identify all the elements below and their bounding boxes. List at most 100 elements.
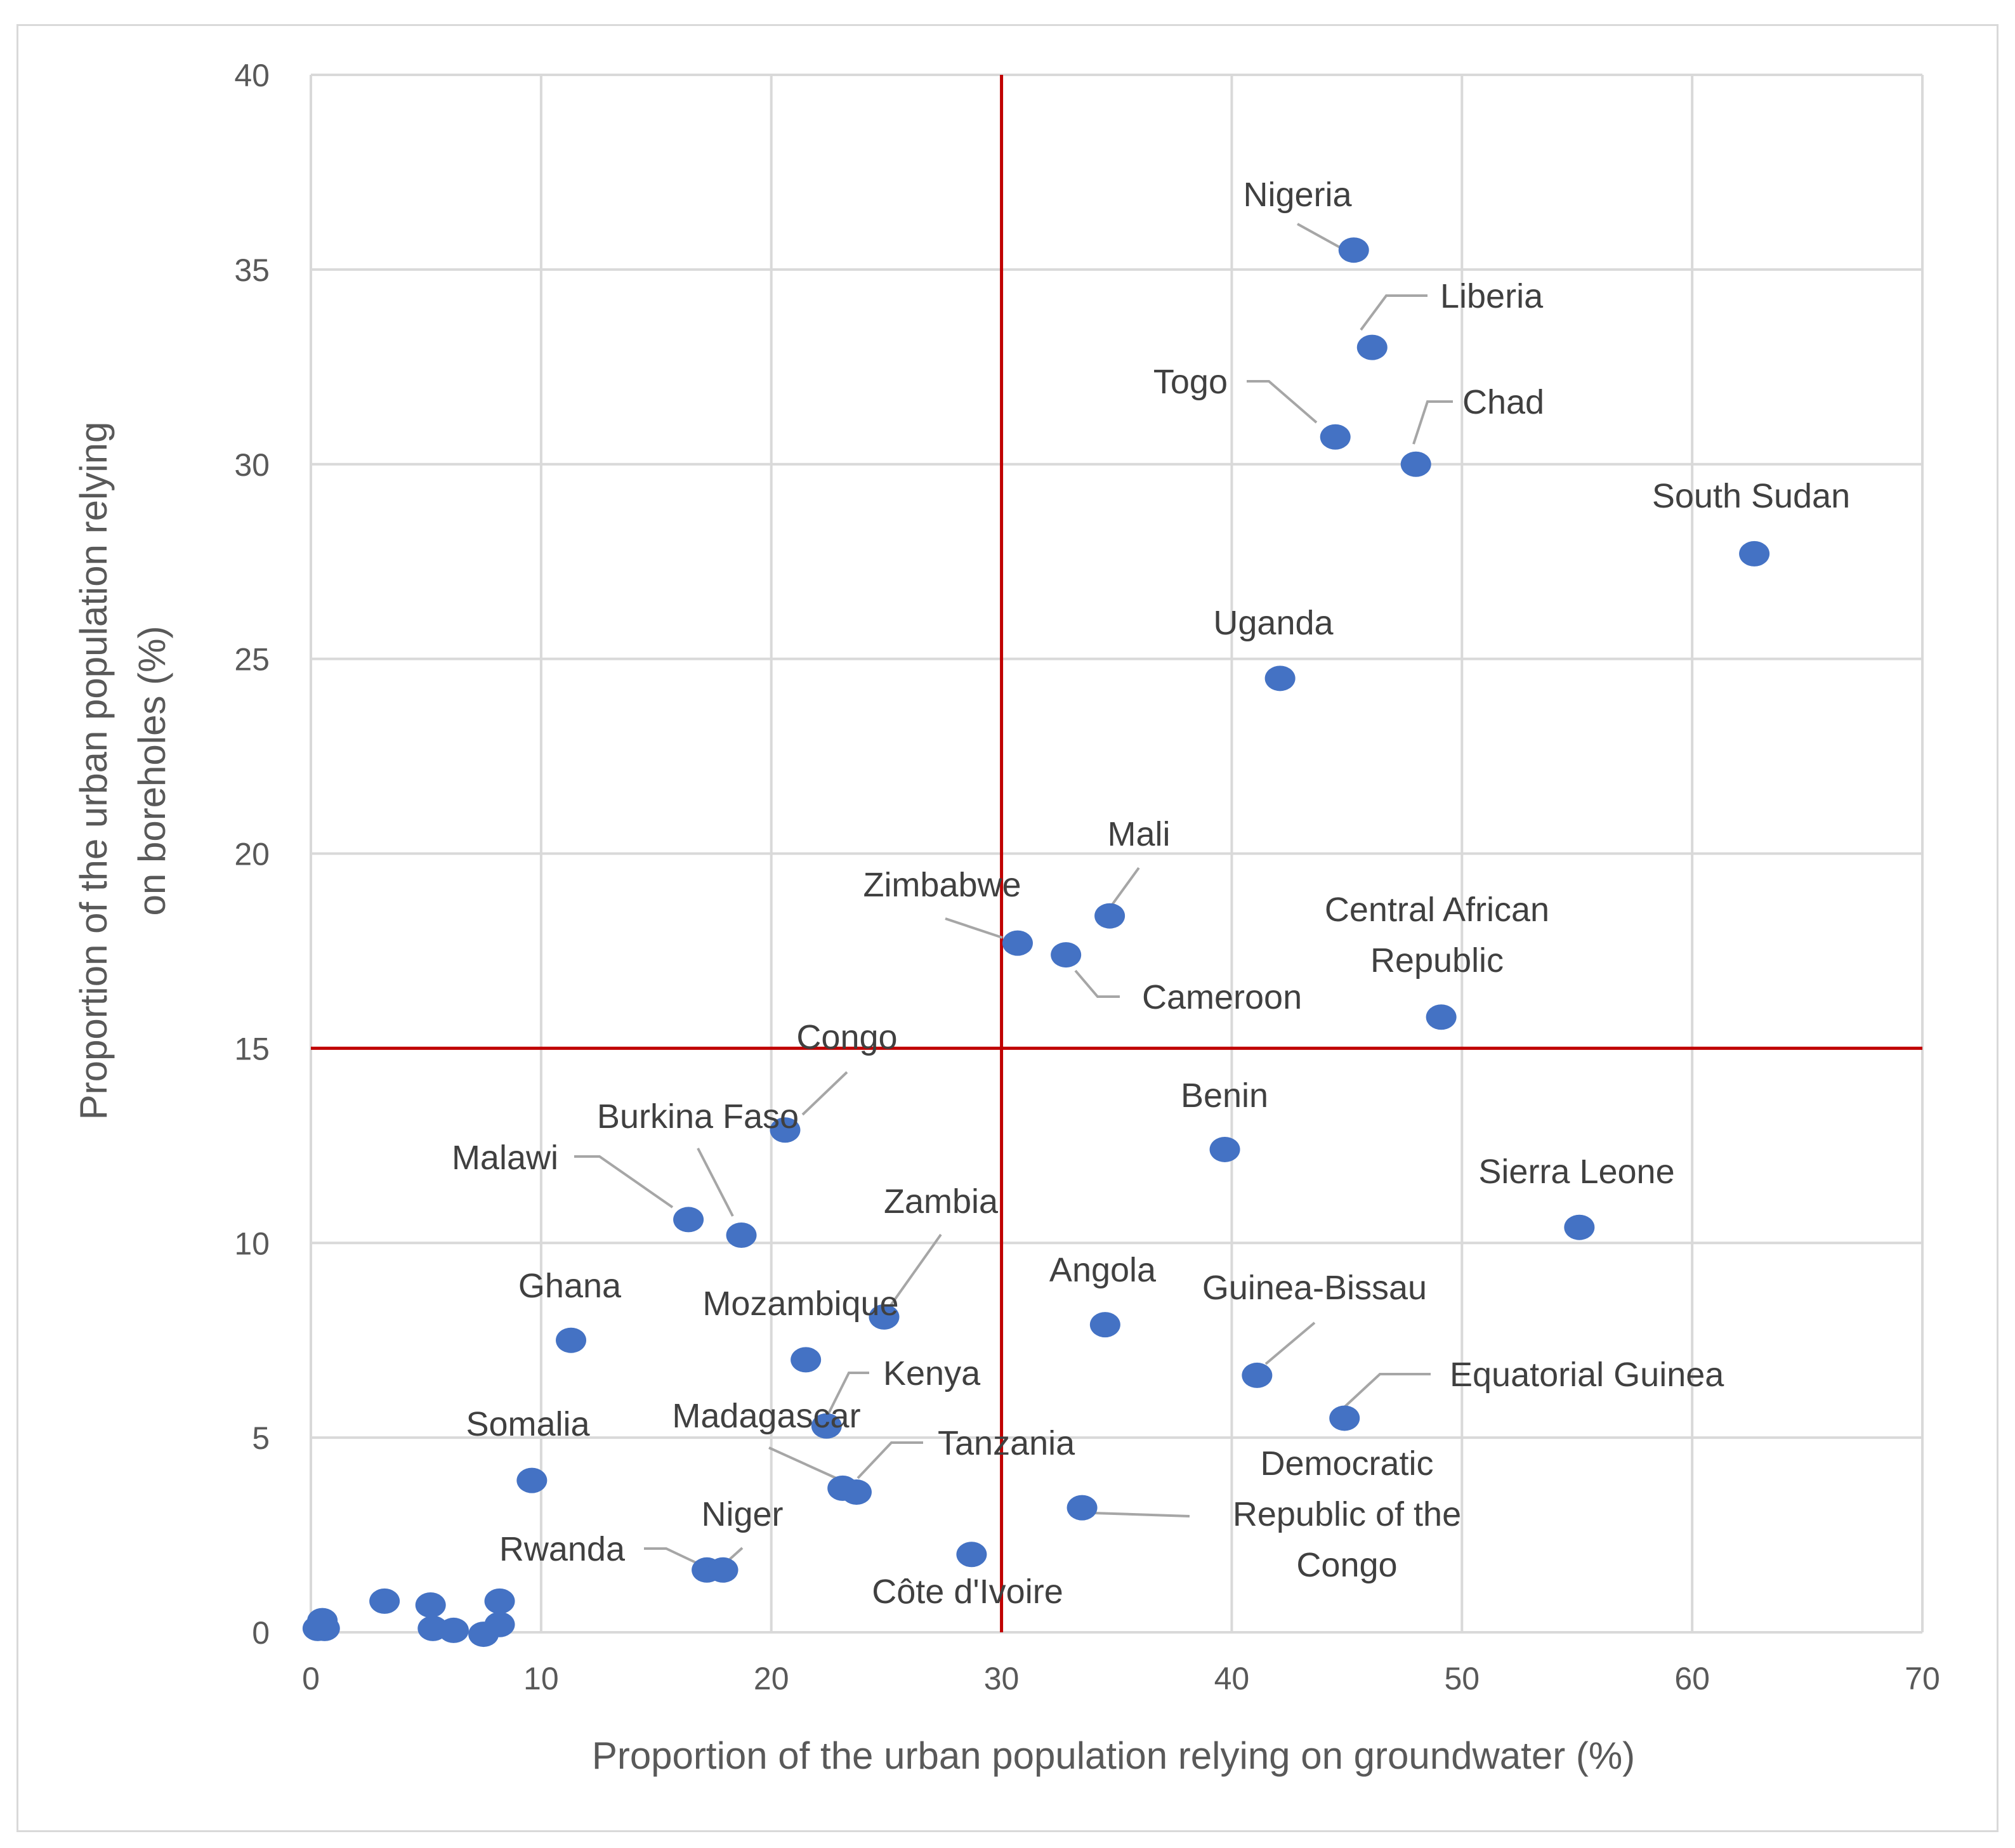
label-line: Cameroon — [1142, 978, 1302, 1016]
label-line: Somalia — [466, 1405, 590, 1443]
point-unlabeled — [484, 1611, 515, 1637]
leader-togo — [1247, 380, 1318, 424]
leader-zambia — [887, 1233, 942, 1310]
leader-lines — [574, 223, 1453, 1566]
y-tick-label: 15 — [234, 1031, 270, 1066]
label-line: Rwanda — [499, 1530, 626, 1568]
leader-chad — [1412, 400, 1453, 445]
label-tanzania: Tanzania — [938, 1424, 1075, 1462]
label-rwanda: Rwanda — [499, 1530, 626, 1568]
label-line: Togo — [1153, 363, 1228, 401]
x-tick-label: 30 — [984, 1661, 1020, 1696]
point-burkina-faso — [726, 1222, 757, 1248]
x-tick-label: 10 — [523, 1661, 559, 1696]
label-line: Zimbabwe — [863, 866, 1021, 904]
label-somalia: Somalia — [466, 1405, 590, 1443]
label-equatorial-guinea: Equatorial Guinea — [1450, 1356, 1724, 1394]
tick-labels: 0 10 20 30 40 50 60 70 0 5 10 15 20 25 30 35 40 — [234, 58, 1940, 1696]
label-line: South Sudan — [1652, 477, 1850, 515]
point-congo — [770, 1117, 801, 1143]
label-line: Republic — [1370, 941, 1504, 980]
leader-congo — [801, 1071, 848, 1116]
grid — [310, 74, 1924, 1634]
point-benin — [1209, 1136, 1240, 1162]
point-c-te-d-ivoire — [956, 1542, 987, 1568]
label-togo: Togo — [1153, 363, 1228, 401]
point-ghana — [556, 1327, 587, 1353]
label-line: Central African — [1325, 891, 1549, 929]
x-tick-label: 70 — [1905, 1661, 1940, 1696]
y-tick-label: 10 — [234, 1226, 270, 1261]
leader-mali — [1109, 867, 1140, 908]
point-zambia — [869, 1304, 900, 1330]
label-line: Equatorial Guinea — [1450, 1356, 1724, 1394]
label-sierra-leone: Sierra Leone — [1478, 1153, 1674, 1191]
point-cameroon — [1051, 942, 1082, 968]
point-democratic-republic-of-the-congo — [1067, 1495, 1098, 1521]
label-cameroon: Cameroon — [1142, 978, 1302, 1016]
leader-liberia — [1360, 294, 1428, 331]
leader-cameroon — [1074, 969, 1120, 998]
label-angola: Angola — [1049, 1251, 1157, 1289]
leader-equatorial-guinea — [1344, 1373, 1431, 1408]
label-zimbabwe: Zimbabwe — [863, 866, 1021, 904]
label-line: Sierra Leone — [1478, 1153, 1674, 1191]
data-points — [302, 237, 1770, 1648]
leader-kenya — [825, 1372, 869, 1419]
point-south-sudan — [1739, 541, 1770, 567]
x-tick-label: 20 — [754, 1661, 789, 1696]
point-uganda — [1264, 665, 1296, 691]
y-tick-label: 30 — [234, 447, 270, 483]
label-nigeria: Nigeria — [1243, 176, 1352, 214]
label-ghana: Ghana — [518, 1267, 622, 1305]
label-chad: Chad — [1462, 383, 1544, 421]
label-line: Ghana — [518, 1267, 622, 1305]
label-mozambique: Mozambique — [702, 1285, 898, 1323]
point-mozambique — [791, 1347, 822, 1373]
leader-rwanda — [644, 1547, 702, 1566]
chart-frame — [16, 24, 1999, 1832]
label-madagascar: Madagascar — [672, 1397, 860, 1435]
point-malawi — [673, 1207, 704, 1233]
point-equatorial-guinea — [1329, 1405, 1360, 1431]
y-tick-label: 0 — [252, 1615, 270, 1651]
point-unlabeled — [302, 1615, 333, 1641]
x-tick-label: 60 — [1674, 1661, 1710, 1696]
label-line: Nigeria — [1243, 176, 1352, 214]
point-unlabeled — [438, 1617, 469, 1643]
x-tick-label: 0 — [302, 1661, 320, 1696]
label-line: Zambia — [884, 1183, 999, 1221]
x-tick-label: 40 — [1214, 1661, 1250, 1696]
label-democratic-republic-of-the-congo: Democratic Republic of the Congo — [1233, 1445, 1461, 1584]
point-central-african-republic — [1426, 1004, 1457, 1030]
label-mali: Mali — [1107, 815, 1170, 853]
label-line: Republic of the — [1233, 1495, 1461, 1533]
label-line: Chad — [1462, 383, 1544, 421]
label-line: Niger — [701, 1495, 783, 1533]
label-uganda: Uganda — [1213, 604, 1334, 642]
point-zimbabwe — [1002, 930, 1033, 956]
label-zambia: Zambia — [884, 1183, 999, 1221]
label-line: Liberia — [1440, 277, 1544, 315]
label-line: Democratic — [1260, 1445, 1433, 1483]
y-axis-title: Proportion of the urban population relyi… — [72, 422, 173, 1120]
leader-guinea-bissau — [1264, 1321, 1316, 1365]
point-niger — [707, 1557, 738, 1583]
point-sierra-leone — [1564, 1214, 1595, 1240]
label-line: Angola — [1049, 1251, 1157, 1289]
point-mali — [1094, 903, 1126, 929]
label-south-sudan: South Sudan — [1652, 477, 1850, 515]
leader-malawi — [574, 1155, 674, 1209]
point-tanzania — [841, 1479, 872, 1505]
label-benin: Benin — [1181, 1077, 1268, 1115]
y-tick-label: 40 — [234, 58, 270, 93]
leader-zimbabwe — [945, 917, 1003, 939]
point-angola — [1089, 1312, 1120, 1338]
point-unlabeled — [484, 1588, 515, 1614]
label-c-te-d-ivoire: Côte d'Ivoire — [872, 1573, 1063, 1611]
y-tick-label: 25 — [234, 642, 270, 678]
point-kenya — [811, 1413, 842, 1439]
point-chad — [1400, 451, 1431, 477]
x-axis-title: Proportion of the urban population relyi… — [592, 1734, 1635, 1777]
label-burkina-faso: Burkina Faso — [597, 1098, 799, 1136]
